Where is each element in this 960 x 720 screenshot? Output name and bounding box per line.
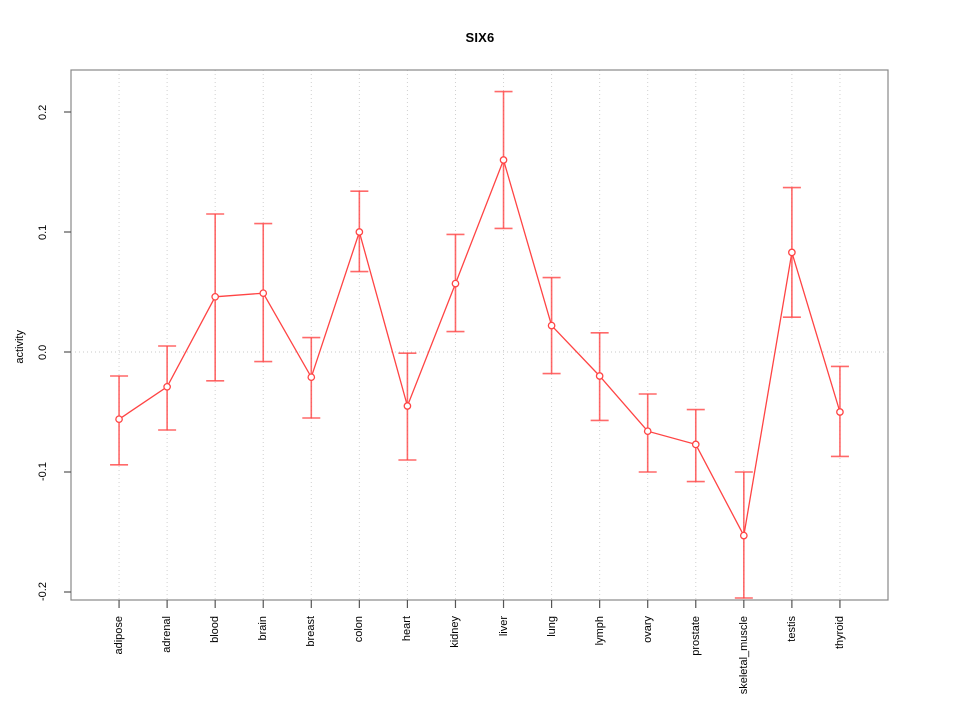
x-tick-label: lymph <box>593 616 606 646</box>
error-bars <box>110 90 849 599</box>
x-axis-ticks <box>118 600 841 608</box>
x-tick-label: adipose <box>113 616 126 655</box>
y-tick-label: 0.0 <box>37 344 49 360</box>
x-tick-label: ovary <box>641 616 654 643</box>
x-tick-label: thyroid <box>833 616 846 650</box>
x-tick-label: heart <box>401 616 414 642</box>
y-tick-label: -0.2 <box>37 582 49 602</box>
x-tick-label: lung <box>545 616 558 637</box>
y-tick-label: -0.1 <box>37 462 49 482</box>
x-tick-label: kidney <box>449 616 462 648</box>
x-tick-label: prostate <box>689 616 702 656</box>
plot-frame <box>70 69 889 601</box>
y-axis-ticks <box>64 111 71 593</box>
x-tick-label: testis <box>785 616 798 642</box>
y-tick-label: 0.2 <box>37 104 49 120</box>
x-tick-label: colon <box>353 616 366 643</box>
data-points <box>115 156 844 540</box>
x-tick-label: liver <box>497 616 510 637</box>
x-tick-label: adrenal <box>161 616 174 653</box>
x-tick-label: blood <box>209 616 222 643</box>
y-tick-label: 0.1 <box>37 224 49 240</box>
page-title: SIX6 <box>465 30 495 45</box>
gridlines <box>118 70 841 600</box>
x-tick-label: brain <box>257 616 270 641</box>
series-line <box>118 157 841 538</box>
x-tick-label: breast <box>305 616 318 647</box>
x-tick-label: skeletal_muscle <box>737 616 750 695</box>
